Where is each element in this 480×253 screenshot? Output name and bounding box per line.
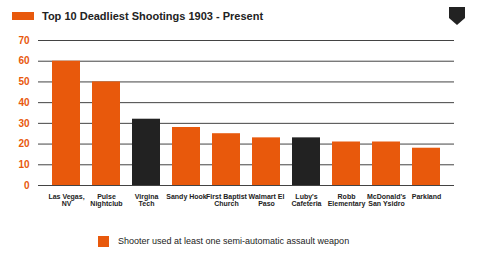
svg-text:10: 10 xyxy=(18,159,30,170)
html-text:Top 10 Deadliest Shootings 190: Top 10 Deadliest Shootings 1903 - Presen… xyxy=(42,10,264,22)
svg-text:50: 50 xyxy=(18,76,30,87)
svg-text:McDonald'sSan Ysidro: McDonald'sSan Ysidro xyxy=(367,193,406,207)
svg-text:Las Vegas,NV: Las Vegas,NV xyxy=(48,193,84,207)
html-text:Shooter used at least one semi: Shooter used at least one semi-automatic… xyxy=(118,236,350,246)
svg-text:70: 70 xyxy=(18,35,30,46)
svg-text:Luby'sCafeteria: Luby'sCafeteria xyxy=(292,193,322,207)
svg-text:VirginaTech: VirginaTech xyxy=(135,193,159,207)
svg-text:30: 30 xyxy=(18,118,30,129)
svg-text:40: 40 xyxy=(18,97,30,108)
svg-text:Walmart ElPaso: Walmart ElPaso xyxy=(249,193,285,207)
svg-text:Sandy Hook: Sandy Hook xyxy=(166,193,207,201)
svg-text:RobbElementary: RobbElementary xyxy=(328,193,366,208)
svg-text:0: 0 xyxy=(24,180,30,191)
svg-text:First BaptistChurch: First BaptistChurch xyxy=(206,193,248,207)
svg-text:PulseNightclub: PulseNightclub xyxy=(90,193,122,208)
svg-text:60: 60 xyxy=(18,55,30,66)
svg-text:20: 20 xyxy=(18,138,30,149)
svg-text:Parkland: Parkland xyxy=(412,193,442,200)
